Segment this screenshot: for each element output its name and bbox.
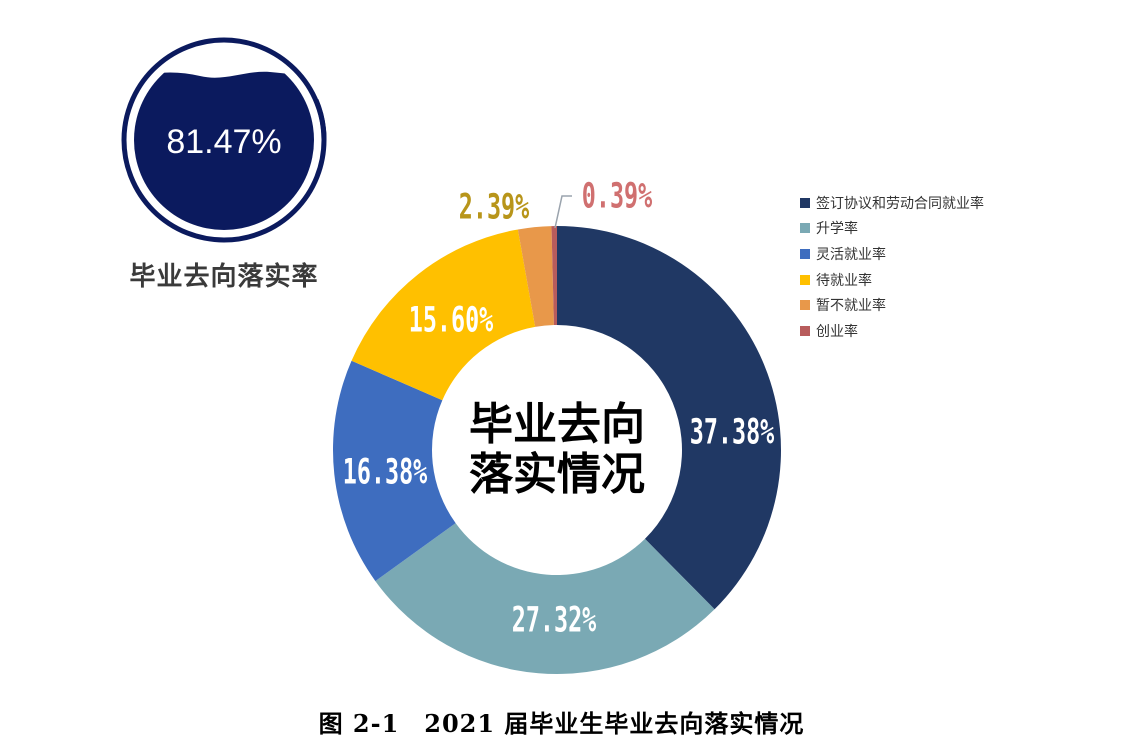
slice-value-label: 37.38% bbox=[690, 412, 775, 452]
donut-center-title: 毕业去向 落实情况 bbox=[457, 400, 657, 500]
placement-rate-label: 毕业去向落实率 bbox=[129, 262, 319, 292]
center-title-line2: 落实情况 bbox=[469, 449, 645, 500]
center-title-line1: 毕业去向 bbox=[469, 399, 645, 450]
legend-swatch-icon bbox=[800, 223, 810, 234]
slice-value-label: 27.32% bbox=[512, 600, 597, 640]
legend-swatch-icon bbox=[800, 300, 810, 311]
leader-line bbox=[554, 195, 572, 229]
legend-label: 灵活就业率 bbox=[816, 246, 886, 263]
water-gauge-icon: 81.47% bbox=[121, 37, 327, 243]
legend-label: 暂不就业率 bbox=[816, 298, 886, 315]
slice-value-label: 16.38% bbox=[343, 452, 428, 492]
donut-slice bbox=[333, 360, 456, 582]
donut-chart: 37.38% 27.32% 16.38% 15.60% 2.39% 0.39% bbox=[333, 176, 781, 674]
placement-rate-badge: 81.47% bbox=[120, 36, 328, 244]
donut-slice bbox=[351, 229, 536, 401]
legend-item: 待就业率 bbox=[800, 267, 984, 293]
legend-swatch-icon bbox=[800, 248, 810, 259]
legend-label: 创业率 bbox=[816, 323, 858, 340]
legend-label: 签订协议和劳动合同就业率 bbox=[816, 195, 984, 212]
legend-swatch-icon bbox=[800, 197, 810, 208]
donut-slice bbox=[557, 226, 781, 610]
legend-swatch-icon bbox=[800, 274, 810, 285]
slice-value-label: 0.39% bbox=[582, 176, 653, 216]
chart-legend: 签订协议和劳动合同就业率 升学率灵活就业率待就业率暂不就业率创业率 bbox=[800, 190, 984, 344]
legend-item: 暂不就业率 bbox=[800, 292, 984, 318]
figure-caption: 图 2-1 2021 届毕业生毕业去向落实情况 bbox=[318, 709, 805, 738]
legend-item: 签订协议和劳动合同就业率 bbox=[800, 190, 984, 216]
donut-slice bbox=[375, 523, 715, 674]
legend-item: 升学率 bbox=[800, 216, 984, 242]
svg-text:81.47%: 81.47% bbox=[166, 123, 281, 161]
donut-slice bbox=[551, 226, 557, 326]
legend-label: 升学率 bbox=[816, 221, 858, 238]
legend-item: 灵活就业率 bbox=[800, 241, 984, 267]
legend-item: 创业率 bbox=[800, 318, 984, 344]
slice-value-label: 2.39% bbox=[459, 187, 530, 227]
legend-label: 待就业率 bbox=[816, 272, 872, 289]
donut-slice bbox=[517, 226, 554, 327]
slice-value-label: 15.60% bbox=[409, 300, 494, 340]
legend-swatch-icon bbox=[800, 325, 810, 336]
